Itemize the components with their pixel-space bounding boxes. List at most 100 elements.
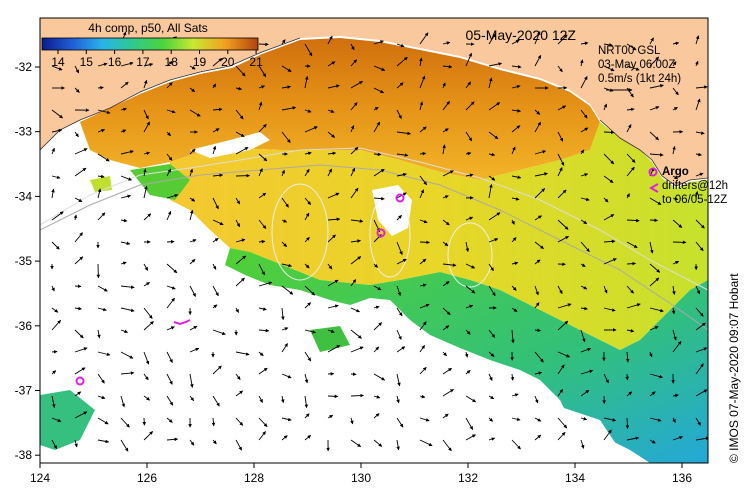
current-vector	[120, 81, 129, 89]
current-vector	[672, 41, 680, 46]
current-vector	[649, 84, 664, 89]
current-vector	[580, 59, 584, 67]
current-vector	[166, 239, 175, 244]
current-vector	[419, 366, 427, 375]
current-vector	[189, 148, 196, 155]
current-vector	[672, 340, 682, 353]
current-vector	[304, 302, 312, 309]
current-vector	[350, 102, 358, 111]
current-vector	[189, 347, 200, 353]
current-vector	[281, 435, 288, 441]
current-vector	[51, 285, 55, 292]
current-vector	[373, 263, 379, 268]
current-vector	[258, 65, 267, 78]
current-vector	[350, 439, 362, 448]
current-vector	[442, 439, 452, 452]
argo-label: Argo	[662, 166, 689, 178]
current-vector	[373, 121, 381, 133]
current-vector	[97, 417, 109, 425]
current-vector	[235, 307, 239, 313]
current-vector	[258, 328, 270, 333]
current-vector	[235, 197, 241, 205]
current-vector	[212, 395, 220, 407]
current-vector	[442, 82, 446, 89]
current-vector	[557, 219, 569, 230]
current-vector	[304, 212, 310, 221]
current-vector	[189, 258, 196, 265]
current-vector	[212, 237, 219, 243]
current-vector	[396, 172, 407, 177]
current-vector	[557, 303, 572, 309]
current-vector	[51, 175, 61, 179]
current-vector	[603, 307, 616, 312]
drifter-track	[173, 319, 191, 326]
current-vector	[488, 351, 495, 357]
current-vector	[695, 347, 708, 353]
current-vector	[51, 241, 60, 250]
current-vector	[488, 437, 496, 441]
current-vector	[120, 261, 127, 265]
current-vector	[488, 263, 494, 272]
current-vector	[350, 167, 356, 177]
current-vector	[396, 82, 404, 89]
current-vector	[189, 239, 197, 243]
current-vector	[534, 285, 539, 296]
current-vector	[51, 370, 57, 375]
current-vector	[534, 54, 542, 67]
current-vector	[511, 125, 521, 133]
current-vector	[419, 439, 433, 447]
current-vector	[672, 61, 677, 67]
current-vector	[419, 151, 427, 156]
current-vector	[557, 285, 563, 295]
colorbar-tick-label: 20	[221, 55, 235, 69]
current-vector	[120, 329, 129, 334]
current-vector	[396, 153, 409, 157]
current-vector	[603, 153, 615, 165]
current-vector	[396, 43, 405, 48]
current-vector	[281, 65, 292, 72]
current-vector	[534, 188, 546, 199]
current-vector	[534, 328, 542, 333]
date-label: 05-May-2020 12Z	[465, 27, 576, 43]
current-vector	[534, 31, 541, 45]
current-vector	[143, 109, 149, 120]
current-vector	[442, 144, 446, 155]
current-vector	[649, 307, 664, 313]
current-vector	[166, 131, 171, 137]
current-vector	[373, 346, 380, 353]
current-scale: 0.5m/s (1kt 24h)	[598, 73, 681, 85]
current-vector	[258, 85, 266, 89]
current-vector	[672, 87, 679, 96]
current-vector	[304, 168, 310, 177]
current-vector	[419, 417, 430, 422]
current-vector	[603, 239, 616, 244]
current-vector	[580, 416, 588, 421]
current-vector	[235, 131, 245, 137]
current-vector	[534, 417, 542, 422]
current-vector	[557, 235, 569, 243]
current-vector	[51, 307, 59, 313]
current-vector	[580, 329, 586, 343]
current-vector	[580, 149, 585, 155]
current-vector	[649, 417, 662, 422]
current-vector	[51, 350, 58, 354]
current-vector	[166, 60, 173, 67]
current-vector	[580, 369, 594, 375]
current-vector	[373, 168, 385, 177]
current-vector	[603, 43, 613, 47]
current-vector	[580, 219, 588, 225]
bathymetry-contour	[40, 147, 708, 291]
current-vector	[649, 351, 653, 358]
current-vector	[580, 389, 590, 397]
current-vector	[258, 192, 267, 199]
current-vector	[166, 437, 179, 442]
current-vector	[120, 129, 127, 133]
current-vector	[235, 219, 241, 228]
current-vector	[603, 197, 609, 203]
current-vector	[442, 41, 451, 45]
current-vector	[350, 256, 362, 265]
current-vector	[488, 285, 496, 297]
y-tick-label: -36	[15, 319, 33, 333]
current-vector	[603, 214, 615, 221]
current-vector	[465, 216, 474, 221]
